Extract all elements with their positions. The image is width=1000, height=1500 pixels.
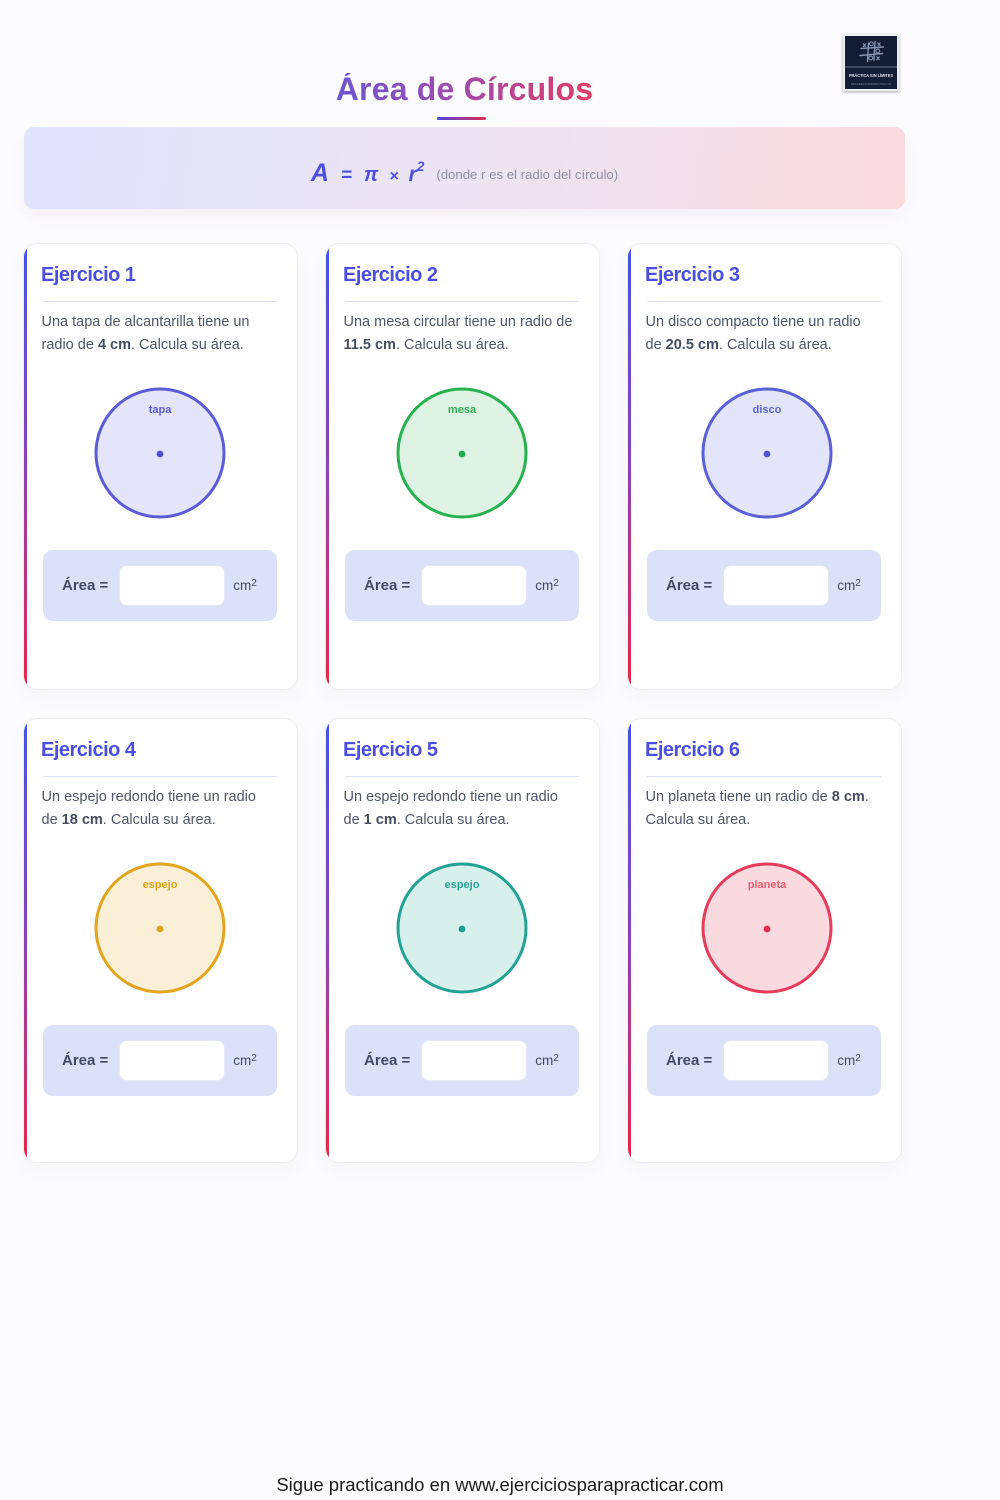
svg-text:tapa: tapa	[148, 404, 172, 416]
svg-text:mesa: mesa	[447, 404, 476, 416]
svg-text:espejo: espejo	[444, 879, 479, 891]
svg-text:PRÁCTICA SIN LÍMITES: PRÁCTICA SIN LÍMITES	[849, 73, 893, 78]
svg-text:planeta: planeta	[747, 879, 786, 891]
svg-text:espejo: espejo	[142, 879, 177, 891]
svg-text:disco: disco	[752, 404, 781, 416]
svg-text:WWW.EJERCICIOSPARAPRACTICAR.CO: WWW.EJERCICIOSPARAPRACTICAR.COM	[851, 82, 891, 86]
